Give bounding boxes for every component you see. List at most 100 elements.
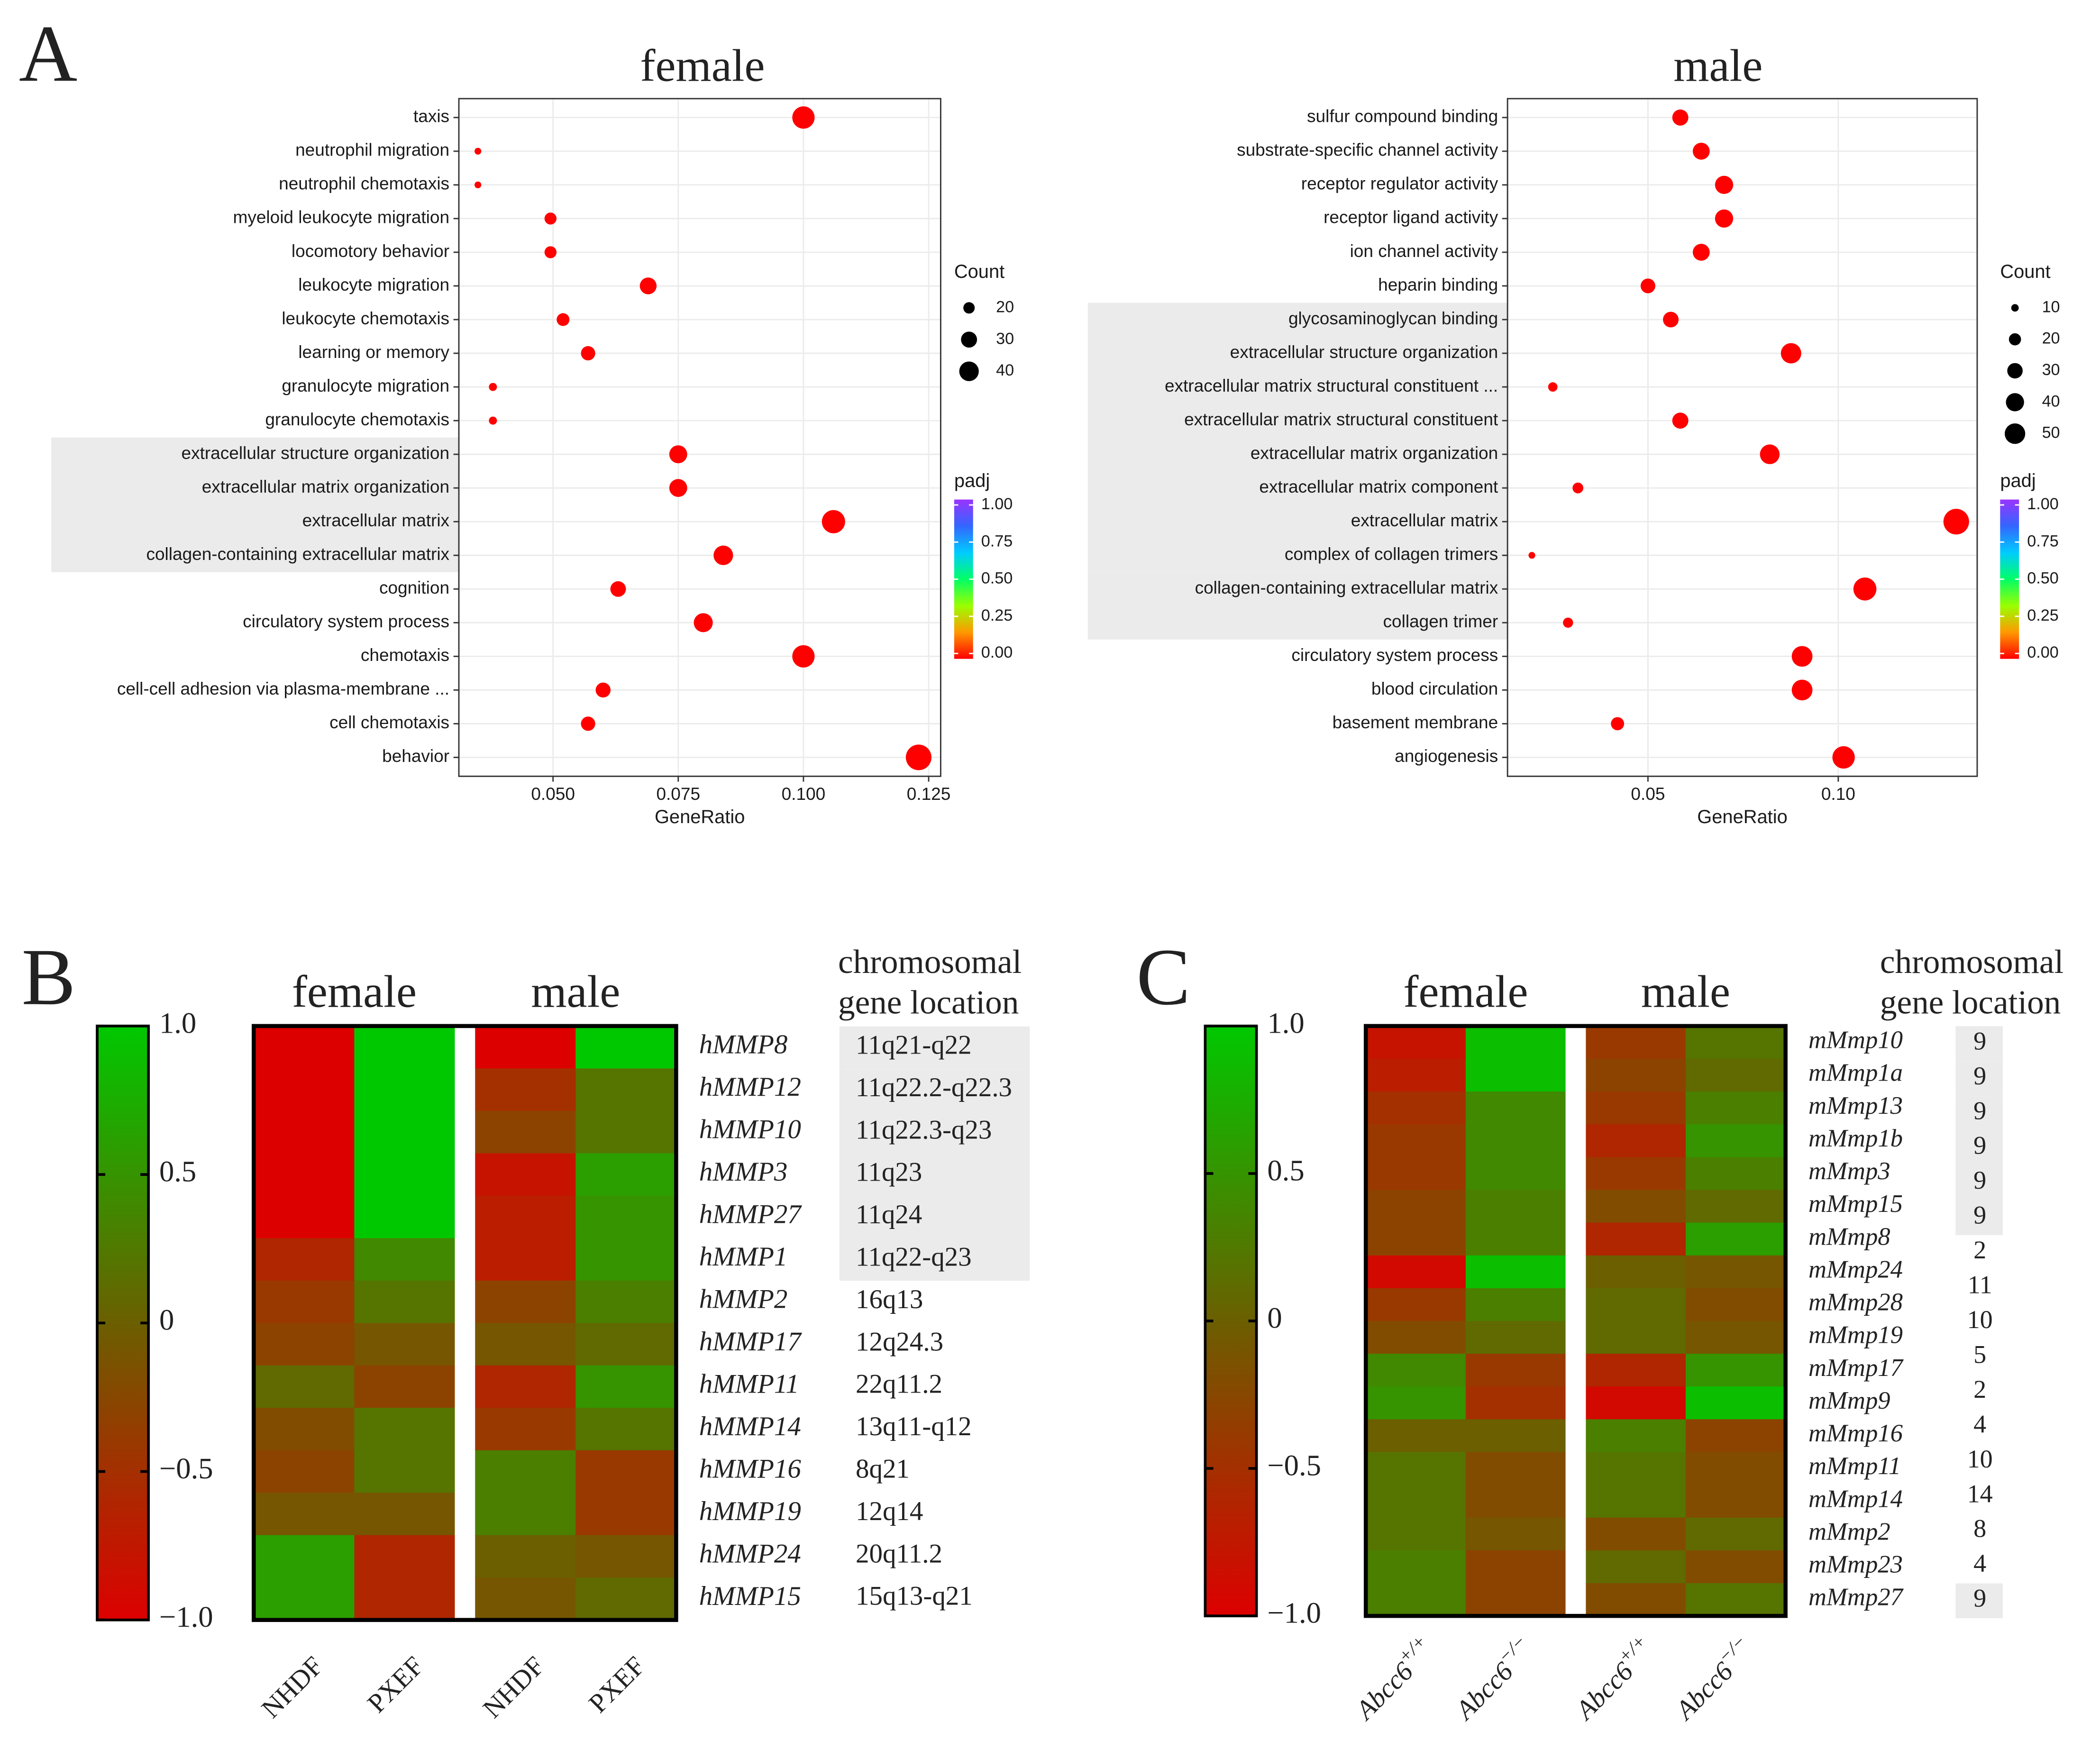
heatmap-cell — [575, 1026, 677, 1069]
column-label: PXEF — [583, 1651, 651, 1719]
column-label: PXEF — [362, 1651, 429, 1719]
heatmap-cell — [1586, 1321, 1687, 1355]
gene-label: mMmp24 — [1808, 1256, 1903, 1283]
location-highlight — [839, 1069, 1030, 1111]
dot — [1663, 312, 1679, 328]
size-legend-dot — [2006, 393, 2024, 412]
y-tick-label: leukocyte chemotaxis — [282, 308, 449, 328]
y-tick-label: collagen trimer — [1383, 611, 1498, 631]
heatmap-cell — [1465, 1124, 1566, 1158]
size-legend-dot — [2011, 304, 2019, 312]
dot — [1791, 679, 1813, 701]
heatmap-cell — [475, 1110, 576, 1154]
heatmap-cell — [475, 1323, 576, 1366]
heatmap-cell — [354, 1195, 456, 1239]
dot — [610, 581, 626, 597]
heatmap-cell — [1685, 1157, 1787, 1191]
dot — [1611, 717, 1625, 731]
heatmap-cell — [475, 1238, 576, 1282]
heatmap-cell — [1586, 1190, 1687, 1224]
x-axis-title: GeneRatio — [1697, 807, 1787, 827]
heatmap-border — [251, 1024, 678, 1622]
heatmap-cell — [254, 1365, 355, 1409]
dot — [557, 313, 570, 326]
heatmap-cell — [254, 1238, 355, 1282]
highlight-band — [1087, 370, 1508, 404]
heatmap-cell — [254, 1195, 355, 1239]
gene-label: mMmp1b — [1808, 1125, 1903, 1152]
y-tick-label: receptor ligand activity — [1324, 207, 1498, 227]
highlight-band — [51, 471, 459, 505]
location-label: 9 — [1973, 1201, 1986, 1229]
location-label: 20q11.2 — [856, 1539, 942, 1568]
colorbar-label: −0.5 — [159, 1452, 213, 1485]
y-tick-label: substrate-specific channel activity — [1237, 140, 1498, 160]
heatmap-cell — [1465, 1190, 1566, 1224]
heatmap-cell — [575, 1238, 677, 1282]
gene-label: mMmp19 — [1808, 1321, 1903, 1349]
location-label: 11q21-q22 — [856, 1030, 972, 1060]
heatmap-cell — [575, 1450, 677, 1494]
gene-label: mMmp2 — [1808, 1518, 1890, 1545]
heatmap-cell — [1685, 1091, 1787, 1125]
chart-title: male — [1673, 40, 1762, 91]
heatmap-gap — [455, 1026, 475, 1620]
heatmap-cell — [354, 1153, 456, 1197]
heatmap-cell — [1685, 1059, 1787, 1092]
heatmap-cell — [575, 1365, 677, 1409]
heatmap-cell — [1465, 1517, 1566, 1551]
heatmap-cell — [254, 1535, 355, 1578]
heatmap-cell — [1685, 1255, 1787, 1289]
gene-label: mMmp9 — [1808, 1387, 1890, 1414]
y-tick-label: extracellular matrix structural constitu… — [1184, 409, 1498, 429]
gene-label: hMMP14 — [699, 1412, 801, 1441]
location-header: chromosomal — [838, 944, 1022, 981]
heatmap-cell — [1465, 1452, 1566, 1486]
highlight-band — [1087, 403, 1508, 438]
heatmap-cell — [1366, 1190, 1467, 1224]
gene-label: mMmp3 — [1808, 1157, 1890, 1185]
gene-label: hMMP3 — [699, 1157, 788, 1187]
heatmap-cell — [354, 1280, 456, 1324]
y-tick-label: myeloid leukocyte migration — [233, 207, 450, 227]
dot — [1572, 482, 1584, 494]
heatmap-cell — [254, 1408, 355, 1451]
dot — [905, 744, 931, 770]
location-label: 11q22-q23 — [856, 1242, 972, 1272]
gene-label: hMMP11 — [699, 1369, 799, 1399]
gene-label: mMmp17 — [1808, 1354, 1904, 1382]
heatmap-cell — [475, 1493, 576, 1536]
heatmap-cell — [1465, 1386, 1566, 1420]
size-legend-label: 30 — [2042, 361, 2060, 379]
x-tick-label: 0.05 — [1631, 784, 1665, 804]
heatmap-cell — [1685, 1550, 1787, 1584]
dot — [669, 445, 687, 464]
heatmap-cell — [1465, 1157, 1566, 1191]
heatmap-cell — [1465, 1485, 1566, 1519]
gene-label: mMmp11 — [1808, 1452, 1901, 1480]
y-tick-label: locomotory behavior — [292, 241, 449, 261]
heatmap-cell — [354, 1577, 456, 1621]
heatmap-cell — [1586, 1124, 1687, 1158]
y-tick-label: basement membrane — [1333, 712, 1498, 732]
location-highlight — [1955, 1026, 2003, 1061]
y-tick-label: extracellular matrix organization — [1251, 443, 1498, 463]
highlight-band — [1087, 538, 1508, 572]
size-legend-dot — [963, 302, 975, 314]
gene-label: hMMP19 — [699, 1496, 801, 1526]
location-label: 13q11-q12 — [856, 1412, 972, 1441]
dot — [1528, 552, 1535, 559]
location-highlight — [839, 1153, 1030, 1196]
heatmap-cell — [1685, 1517, 1787, 1551]
location-highlight — [839, 1026, 1030, 1069]
dot — [1780, 343, 1801, 364]
heatmap-cell — [1586, 1583, 1687, 1617]
heatmap-cell — [1366, 1419, 1467, 1453]
dot — [1563, 617, 1573, 628]
heatmap-cell — [1586, 1550, 1687, 1584]
heatmap-cell — [1685, 1419, 1787, 1453]
heatmap-cell — [254, 1026, 355, 1069]
heatmap-cell — [1685, 1222, 1787, 1256]
heatmap-cell — [1465, 1026, 1566, 1060]
